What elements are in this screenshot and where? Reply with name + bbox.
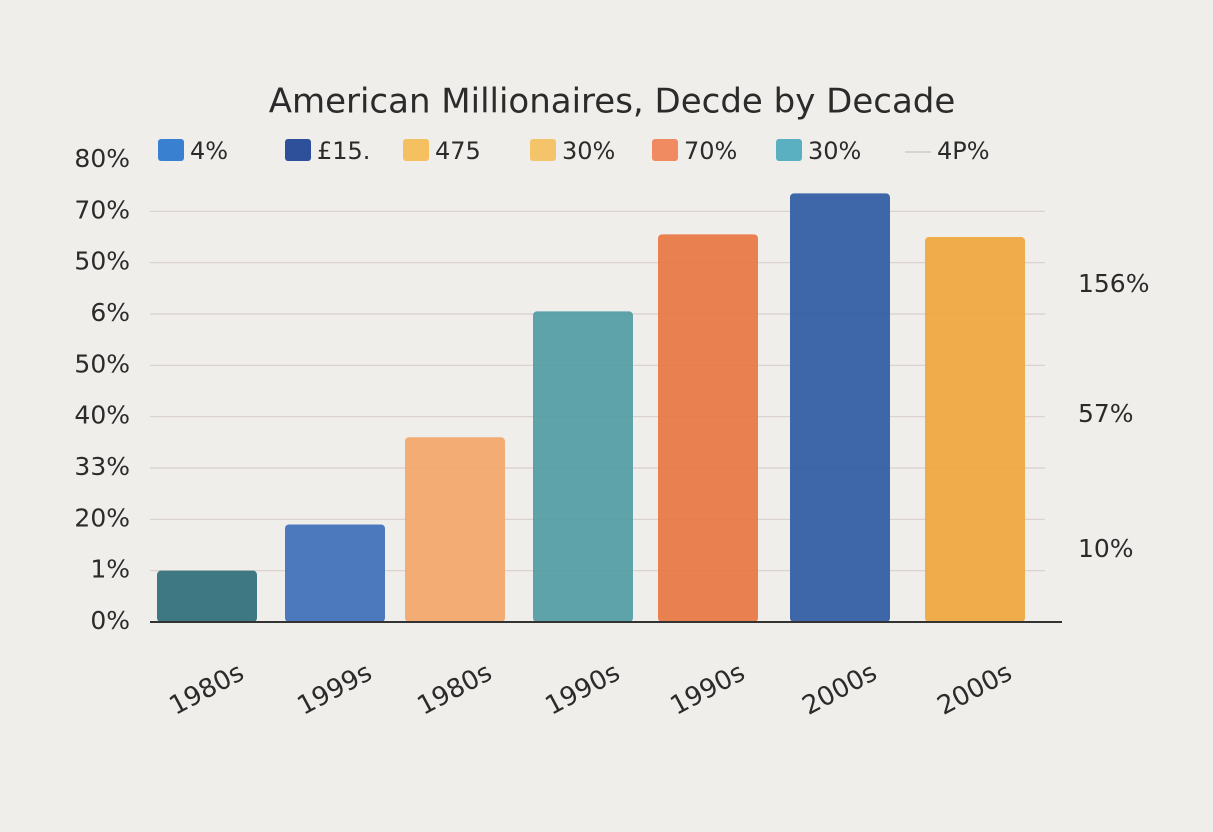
- bar: [925, 237, 1025, 622]
- y-tick-label: 50%: [74, 247, 130, 276]
- y-tick-label: 80%: [74, 144, 130, 173]
- annotation: 57%: [1078, 399, 1134, 428]
- bar: [790, 193, 890, 622]
- legend-swatch: [158, 139, 184, 161]
- y-tick-label: 33%: [74, 452, 130, 481]
- legend-swatch: [530, 139, 556, 161]
- legend-label: 30%: [562, 137, 615, 165]
- legend-label: 30%: [808, 137, 861, 165]
- legend-swatch: [285, 139, 311, 161]
- legend-swatch: [776, 139, 802, 161]
- bar: [658, 234, 758, 622]
- annotation: 10%: [1078, 534, 1134, 563]
- x-tick-label: 1990s: [666, 658, 750, 722]
- y-tick-label: 70%: [74, 195, 130, 224]
- y-tick-label: 50%: [74, 349, 130, 378]
- legend-label: 4P%: [937, 137, 990, 165]
- y-tick-label: 0%: [90, 606, 130, 635]
- chart-title: American Millionaires, Decde by Decade: [269, 82, 956, 122]
- annotation: 156%: [1078, 269, 1149, 298]
- x-tick-label: 2000s: [798, 658, 882, 722]
- x-tick-label: 1980s: [165, 658, 249, 722]
- legend-swatch: [652, 139, 678, 161]
- x-tick-label: 1980s: [413, 658, 497, 722]
- bar: [405, 437, 505, 622]
- x-tick-label: 1999s: [293, 658, 377, 722]
- x-tick-label: 2000s: [933, 658, 1017, 722]
- bar: [285, 524, 385, 622]
- y-tick-label: 40%: [74, 401, 130, 430]
- bar: [533, 311, 633, 622]
- legend-label: 70%: [684, 137, 737, 165]
- legend-label: £15.: [317, 137, 370, 165]
- legend-label: 4%: [190, 137, 228, 165]
- y-tick-label: 6%: [90, 298, 130, 327]
- x-tick-label: 1990s: [541, 658, 625, 722]
- legend-label: 475: [435, 137, 481, 165]
- y-tick-label: 20%: [74, 503, 130, 532]
- legend-swatch: [403, 139, 429, 161]
- y-tick-label: 1%: [90, 555, 130, 584]
- bar: [157, 570, 257, 622]
